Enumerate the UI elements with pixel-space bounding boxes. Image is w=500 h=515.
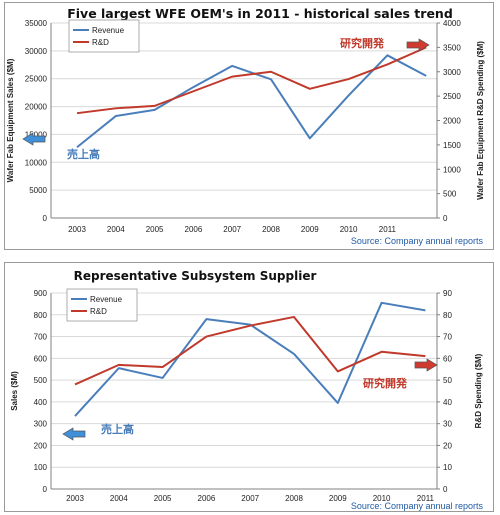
red-arrow-icon <box>414 358 438 372</box>
y-right-tick-label: 90 <box>443 289 452 298</box>
y-tick-label: 0 <box>43 214 48 223</box>
x-tick-label: 2011 <box>417 494 435 503</box>
x-tick-label: 2007 <box>223 225 241 234</box>
red-arrow-icon-shape <box>406 38 430 52</box>
legend-box <box>68 19 140 53</box>
x-tick-label: 2008 <box>285 494 303 503</box>
y-tick-label: 35000 <box>25 19 48 28</box>
y-axis-label-right: Wafer Fab Equipment R&D Spending ($M) <box>476 41 485 200</box>
series-line-revenue <box>74 301 426 417</box>
x-tick-label: 2008 <box>262 225 280 234</box>
y-tick-label: 25000 <box>25 75 48 84</box>
blue-arrow-icon <box>22 132 46 146</box>
chart-subsystem: Representative Subsystem Supplier0100200… <box>10 269 484 511</box>
chart-title: Five largest WFE OEM's in 2011 - histori… <box>67 6 453 21</box>
x-tick-label: 2003 <box>68 225 86 234</box>
y-tick-label: 15000 <box>25 130 48 139</box>
y-tick-label: 900 <box>34 289 48 298</box>
x-tick-label: 2007 <box>241 494 259 503</box>
chart-panel-subsystem: Representative Subsystem Supplier 0 100 200… <box>4 262 494 512</box>
series-line-rd <box>74 315 426 386</box>
y-tick-label: 700 <box>34 333 48 342</box>
source-note: Source: Company annual reports <box>351 236 484 246</box>
y-right-tick-label: 50 <box>443 376 452 385</box>
x-tick-label: 2004 <box>110 494 128 503</box>
red-arrow-icon <box>406 38 430 52</box>
y-right-tick-label: 30 <box>443 420 452 429</box>
x-tick-label: 2006 <box>185 225 203 234</box>
y-right-tick-label: 20 <box>443 441 452 450</box>
rd-annotation: 研究開発 <box>363 376 408 390</box>
source-note: Source: Company annual reports <box>351 501 484 511</box>
legend-label: R&D <box>92 38 109 47</box>
y-tick-label: 300 <box>34 420 48 429</box>
y-tick-label: 500 <box>34 376 48 385</box>
y-right-tick-label: 80 <box>443 311 452 320</box>
x-tick-label: 2005 <box>154 494 172 503</box>
sales-annotation: 売上高 <box>101 422 134 436</box>
y-right-tick-label: 60 <box>443 354 452 363</box>
y-right-tick-label: 3000 <box>443 68 461 77</box>
chart-wfe: Five largest WFE OEM's in 2011 - histori… <box>6 6 485 246</box>
legend-box <box>66 288 138 322</box>
legend-label: Revenue <box>90 295 123 304</box>
y-tick-label: 800 <box>34 311 48 320</box>
y-right-tick-label: 0 <box>443 485 448 494</box>
blue-arrow-icon-shape <box>62 427 86 441</box>
y-right-tick-label: 1500 <box>443 141 461 150</box>
legend-label: R&D <box>90 307 107 316</box>
y-tick-label: 20000 <box>25 103 48 112</box>
x-tick-label: 2010 <box>340 225 358 234</box>
x-tick-label: 2010 <box>373 494 391 503</box>
x-tick-label: 2009 <box>329 494 347 503</box>
x-tick-label: 2004 <box>107 225 125 234</box>
chart-title: Representative Subsystem Supplier <box>74 269 317 283</box>
x-tick-label: 2011 <box>379 225 397 234</box>
y-axis-label-right: R&D Spending ($M) <box>474 353 483 428</box>
blue-arrow-icon-shape <box>22 132 46 146</box>
y-tick-label: 10000 <box>25 158 48 167</box>
y-tick-label: 600 <box>34 354 48 363</box>
sales-annotation: 売上高 <box>67 147 100 161</box>
y-right-tick-label: 500 <box>443 190 457 199</box>
series-line-rd <box>76 46 427 115</box>
y-right-tick-label: 2000 <box>443 117 461 126</box>
y-right-tick-label: 2500 <box>443 92 461 101</box>
y-tick-label: 30000 <box>25 47 48 56</box>
blue-arrow-icon <box>62 427 86 441</box>
y-right-tick-label: 1000 <box>443 165 461 174</box>
y-right-tick-label: 0 <box>443 214 448 223</box>
red-arrow-icon-shape <box>414 358 438 372</box>
y-tick-label: 100 <box>34 463 48 472</box>
series-line-revenue <box>76 54 427 149</box>
y-axis-label: Wafer Fab Equipment Sales ($M) <box>6 58 15 182</box>
y-axis-label: Sales ($M) <box>10 371 19 411</box>
y-right-tick-label: 40 <box>443 398 452 407</box>
y-tick-label: 0 <box>43 485 48 494</box>
y-right-tick-label: 4000 <box>443 19 461 28</box>
y-tick-label: 200 <box>34 441 48 450</box>
x-tick-label: 2005 <box>146 225 164 234</box>
x-tick-label: 2003 <box>66 494 84 503</box>
y-tick-label: 400 <box>34 398 48 407</box>
rd-annotation: 研究開発 <box>340 36 385 50</box>
legend-label: Revenue <box>92 26 125 35</box>
x-tick-label: 2009 <box>301 225 319 234</box>
chart-panel-wfe: Five largest WFE OEM's in 2011 - histori… <box>4 2 494 250</box>
y-right-tick-label: 70 <box>443 333 452 342</box>
y-tick-label: 5000 <box>29 186 47 195</box>
y-right-tick-label: 10 <box>443 463 452 472</box>
y-right-tick-label: 3500 <box>443 43 461 52</box>
x-tick-label: 2006 <box>198 494 216 503</box>
